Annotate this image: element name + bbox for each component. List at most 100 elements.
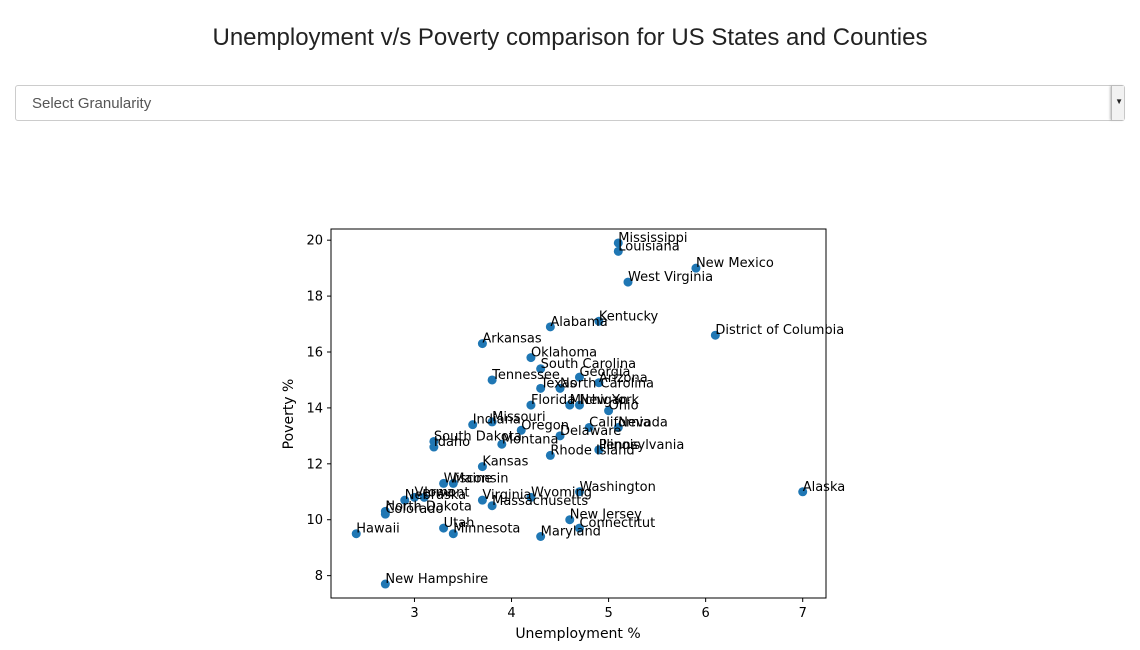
point-label: Alabama (550, 315, 607, 330)
y-tick-label: 14 (306, 401, 323, 416)
data-point (623, 277, 633, 287)
data-point (574, 523, 584, 533)
data-point (487, 417, 497, 427)
y-tick-label: 8 (315, 569, 323, 584)
data-point (380, 509, 390, 519)
data-point (468, 420, 478, 430)
point-label: Maryland (541, 525, 601, 540)
data-point (429, 442, 439, 452)
data-point (497, 439, 507, 449)
chevron-down-icon: ▼ (1115, 97, 1123, 106)
point-label: Connectitut (579, 516, 655, 531)
point-label: Washington (579, 480, 655, 495)
point-label: Missouri (492, 410, 546, 425)
data-point (526, 492, 536, 502)
point-label: Kansas (482, 455, 528, 470)
data-point (594, 378, 604, 388)
point-label: New Hampshire (385, 572, 488, 587)
point-label: Iowa (424, 485, 454, 500)
data-point (604, 406, 614, 416)
data-points (351, 238, 808, 589)
data-point (574, 372, 584, 382)
point-label: Montana (502, 432, 559, 447)
data-point (536, 364, 546, 374)
x-tick-label: 5 (604, 606, 612, 621)
data-point (555, 431, 565, 441)
data-point (448, 478, 458, 488)
point-label: Georgia (579, 365, 630, 380)
point-label: Rhode Island (550, 443, 634, 458)
point-label: Alaska (803, 480, 846, 495)
point-label: New York (579, 393, 639, 408)
data-point (613, 246, 623, 256)
data-point (594, 316, 604, 326)
data-point (574, 400, 584, 410)
y-tick-label: 10 (306, 513, 323, 528)
x-tick-label: 7 (799, 606, 807, 621)
point-label: Maine (453, 471, 492, 486)
y-tick-label: 18 (306, 290, 323, 305)
point-label: New Mexico (696, 256, 774, 271)
data-point (487, 375, 497, 385)
data-point (565, 515, 575, 525)
point-label: Wisconsin (444, 471, 509, 486)
point-label: Wyoming (531, 485, 592, 500)
point-label: Michigan (570, 393, 628, 408)
data-point (477, 495, 487, 505)
point-label: Hawaii (356, 522, 400, 537)
point-label: Arkansas (482, 332, 541, 347)
point-label: Arizona (599, 371, 648, 386)
y-axis: 8 10 12 14 16 18 20 (306, 234, 331, 584)
y-tick-label: 12 (306, 457, 323, 472)
point-label: Massachusetts (492, 494, 588, 509)
point-label: South Carolina (541, 357, 636, 372)
point-label: New Jersey (570, 508, 642, 523)
point-label: North Dakota (385, 499, 472, 514)
data-point (536, 383, 546, 393)
data-point (439, 478, 449, 488)
point-label: West Virginia (628, 270, 713, 285)
point-label: Louisiana (618, 239, 679, 254)
data-point (526, 400, 536, 410)
point-label: Vermont (414, 485, 469, 500)
point-label: Tennessee (491, 368, 560, 383)
plot-area (330, 228, 827, 599)
data-point (477, 462, 487, 472)
data-point (545, 450, 555, 460)
point-label: Florida (531, 393, 575, 408)
granularity-select[interactable]: Select Granularity ▼ (15, 85, 1125, 121)
point-label: Delaware (560, 424, 621, 439)
data-point (400, 495, 410, 505)
point-label: North Carolina (560, 376, 654, 391)
point-label: Virginia (482, 488, 531, 503)
x-tick-label: 3 (410, 606, 418, 621)
data-point (409, 492, 419, 502)
point-label: Indiana (473, 413, 521, 428)
data-point (526, 353, 536, 363)
point-label: Ohio (609, 399, 639, 414)
point-label: Oregon (521, 418, 569, 433)
point-label: South Dakota (434, 429, 522, 444)
data-point (565, 400, 575, 410)
data-point (448, 529, 458, 539)
data-point (380, 579, 390, 589)
y-axis-label: Poverty % (281, 379, 297, 450)
granularity-select-value: Select Granularity (32, 95, 152, 112)
select-dropdown-button[interactable]: ▼ (1111, 86, 1124, 120)
data-point (613, 422, 623, 432)
data-point (419, 492, 429, 502)
x-tick-label: 4 (507, 606, 515, 621)
point-label: Nevada (618, 415, 668, 430)
data-point (439, 523, 449, 533)
data-point (487, 501, 497, 511)
data-point (351, 529, 361, 539)
point-label: Nebraska (405, 488, 466, 503)
point-label: Pennsylvania (599, 438, 684, 453)
data-point (691, 263, 701, 273)
point-label: Colorado (385, 502, 443, 517)
point-label: Idaho (434, 435, 470, 450)
point-label: Minnesota (453, 522, 520, 537)
data-point (536, 532, 546, 541)
